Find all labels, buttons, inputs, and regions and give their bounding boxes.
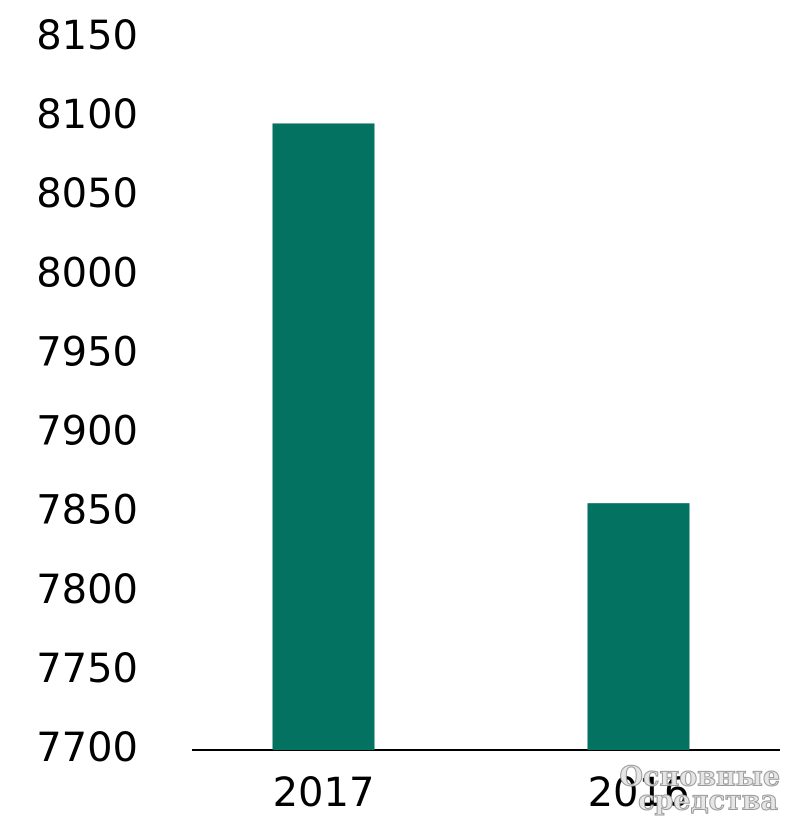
y-tick-label: 7950 <box>36 329 138 375</box>
y-tick-label: 7850 <box>36 488 138 534</box>
watermark: Основные <box>620 762 781 793</box>
bar <box>272 123 375 750</box>
y-tick-label: 8150 <box>36 13 138 59</box>
y-tick-label: 8050 <box>36 171 138 217</box>
x-tick-label: 2017 <box>273 770 375 816</box>
bar <box>587 503 690 750</box>
x-tick-label: 2016 <box>588 770 690 816</box>
y-tick-label: 7700 <box>36 725 138 771</box>
y-tick-label: 7800 <box>36 567 138 613</box>
y-tick-label: 8100 <box>36 92 138 138</box>
y-tick-label: 7750 <box>36 646 138 692</box>
y-tick-label: 8000 <box>36 250 138 296</box>
y-tick-label: 7900 <box>36 409 138 455</box>
watermark: средства <box>638 786 778 817</box>
